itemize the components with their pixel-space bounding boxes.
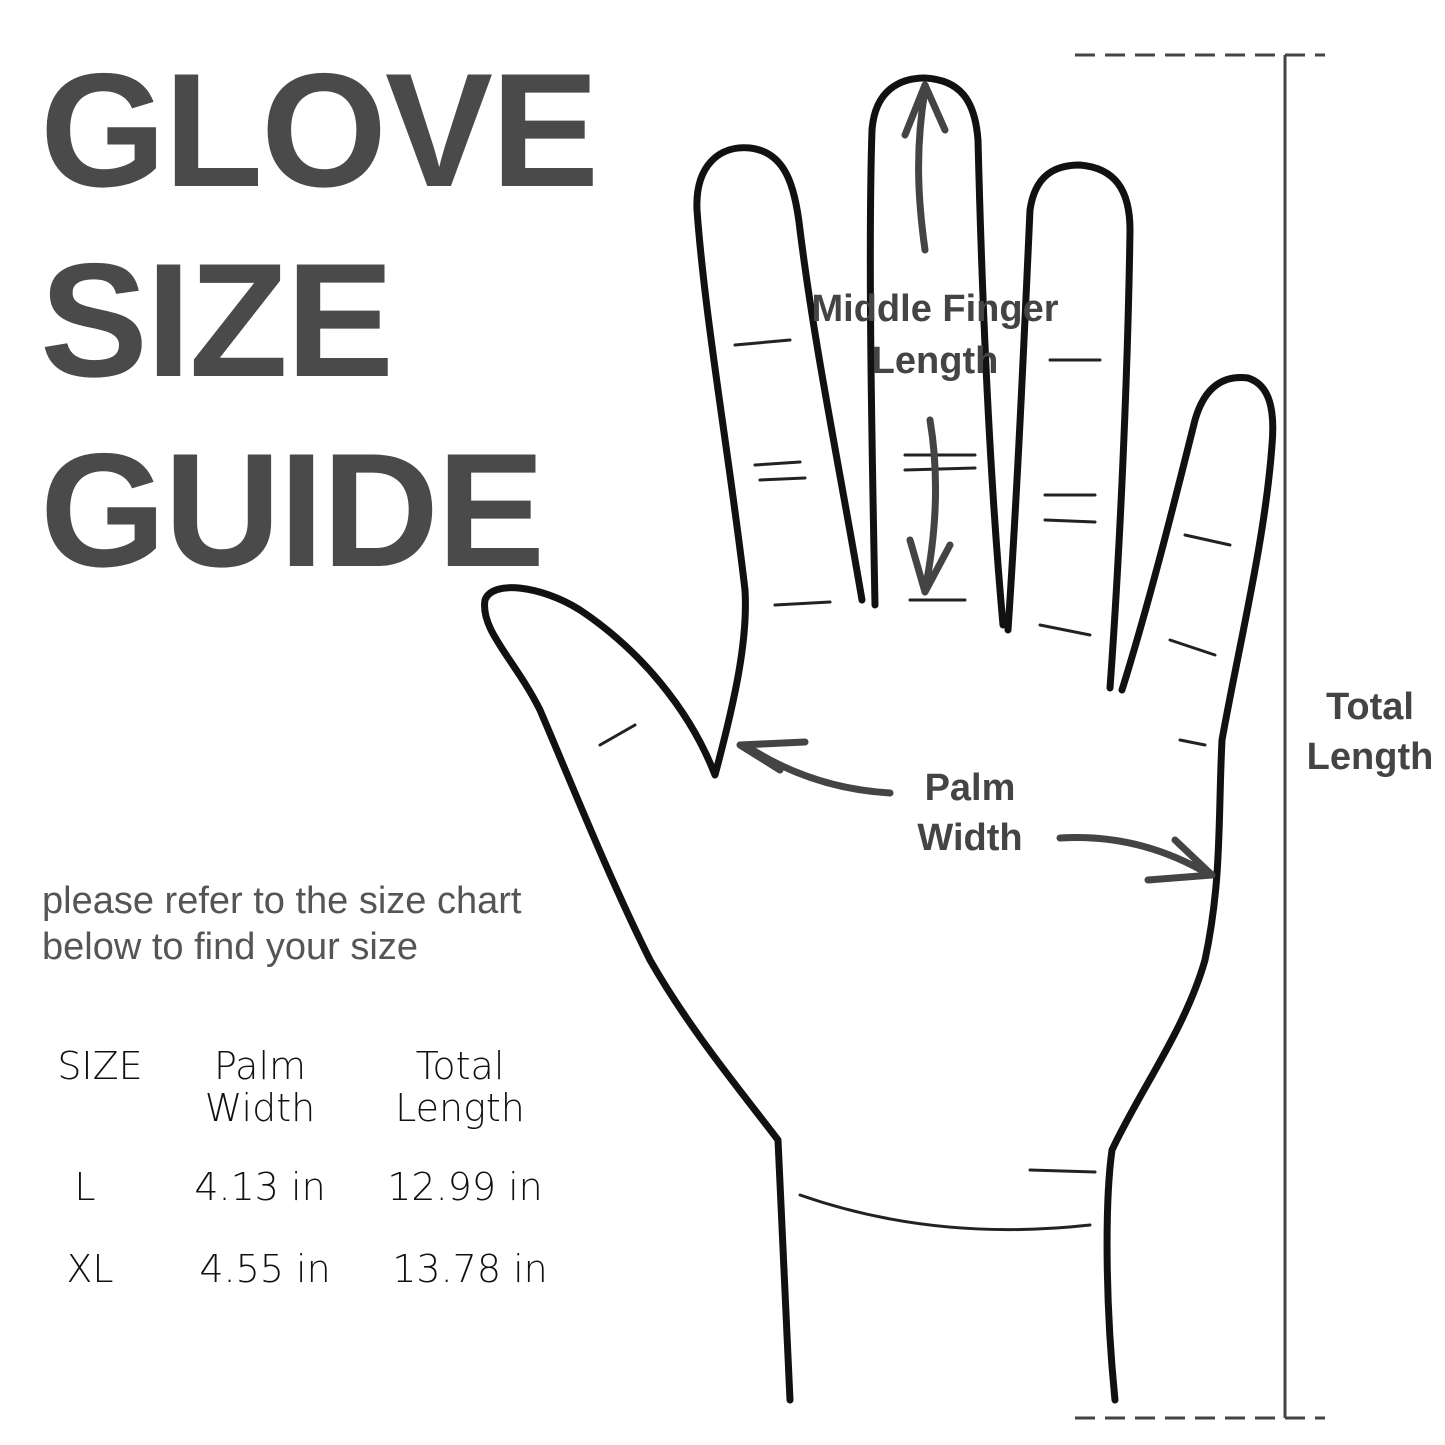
hand-outline [481,74,1277,1404]
header-palm-width: Palm Width [204,1044,316,1130]
cell-size: XL [66,1247,114,1291]
cell-total-length: 12.99 in [387,1165,543,1209]
header-size: SIZE [57,1044,143,1088]
palm-width-label: Palm Width [917,767,1023,859]
middle-finger-length-label: Middle Finger Length [811,288,1059,382]
subtitle-line-1: please refer to the size chart [42,880,522,922]
cell-palm-width: 4.13 in [194,1165,326,1209]
title-line-1: GLOVE [40,40,599,221]
finger-creases [598,338,1232,1232]
title-line-2: SIZE [40,230,394,411]
palm-width-arrows [736,738,1216,884]
title-line-3: GUIDE [40,420,545,601]
cell-size: L [74,1165,96,1209]
cell-palm-width: 4.55 in [199,1247,331,1291]
subtitle: please refer to the size chart below to … [42,878,521,970]
header-total-length: Total Length [395,1044,525,1130]
total-length-marker [1075,53,1325,1420]
middle-finger-arrow [901,81,954,596]
cell-total-length: 13.78 in [392,1247,548,1291]
subtitle-line-2: below to find your size [42,926,418,968]
total-length-label: Total Length [1295,682,1445,782]
